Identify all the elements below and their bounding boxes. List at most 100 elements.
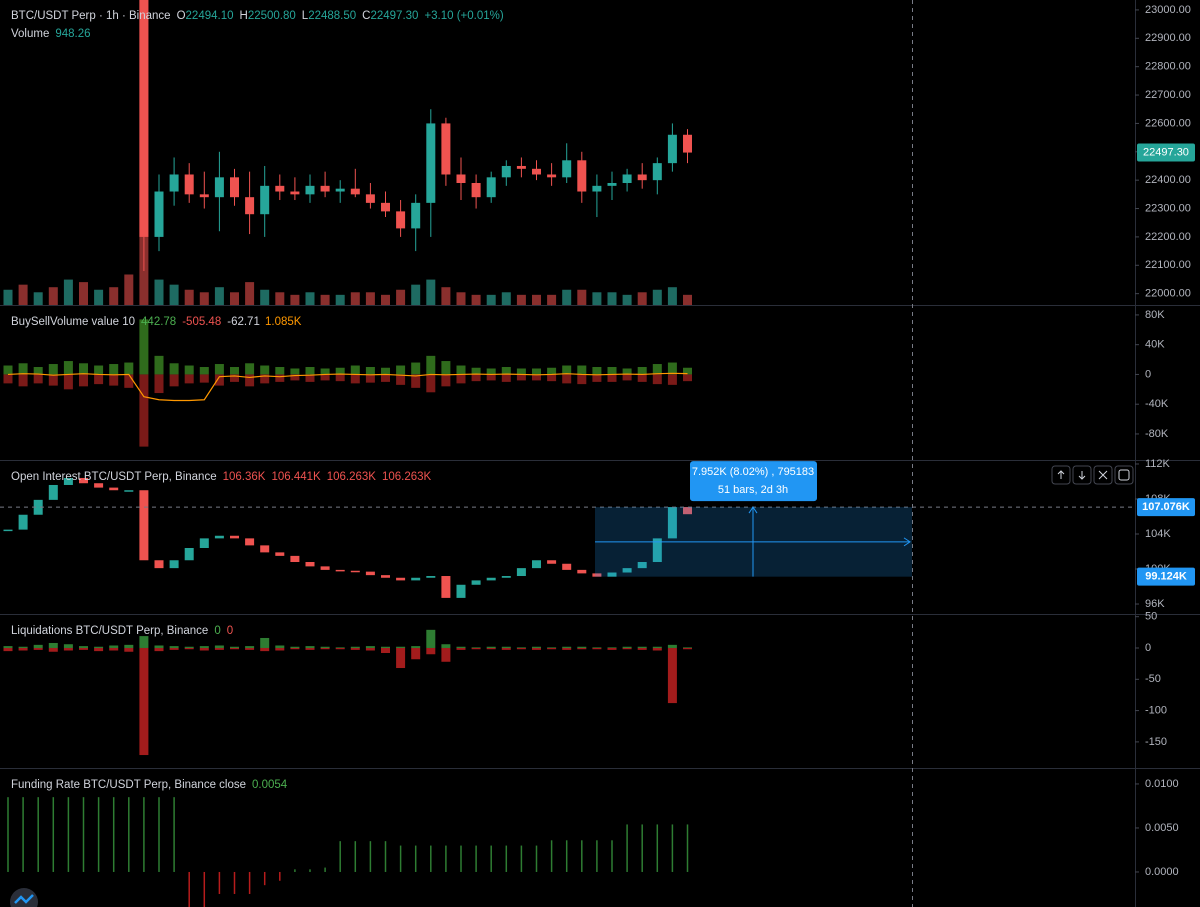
oi-candle xyxy=(139,490,149,561)
y-tick-label: -100 xyxy=(1145,704,1167,716)
volume-histogram-bar xyxy=(411,374,421,388)
candle-body xyxy=(441,123,451,175)
volume-histogram-bar xyxy=(320,374,330,381)
legend-value: 106.263K xyxy=(327,471,377,483)
liquidation-bar xyxy=(109,647,119,651)
volume-histogram-bar xyxy=(516,368,526,375)
oi-candle xyxy=(260,545,270,553)
candle-body xyxy=(305,185,315,195)
liquidation-bar xyxy=(199,647,209,651)
oi-candle xyxy=(683,507,692,515)
candle-body xyxy=(547,174,557,178)
volume-bar xyxy=(154,279,164,305)
liquidation-bar xyxy=(320,646,330,648)
candle-body xyxy=(230,177,239,198)
volume-histogram-bar xyxy=(33,367,43,375)
candle-body xyxy=(199,194,209,198)
volume-histogram-bar xyxy=(652,364,662,375)
legend-value: 442.78 xyxy=(141,316,176,328)
liquidation-bar xyxy=(365,646,375,648)
y-tick-label: 22900.00 xyxy=(1145,32,1191,44)
y-tick-label: 22600.00 xyxy=(1145,117,1191,129)
volume-bar xyxy=(63,279,73,305)
volume-bar xyxy=(184,289,194,305)
liquidation-bar xyxy=(245,646,255,648)
volume-bar xyxy=(456,292,466,305)
candle-body xyxy=(169,174,179,192)
candle-body xyxy=(652,163,662,181)
liquidation-bar xyxy=(214,645,224,648)
liquidation-bar xyxy=(622,647,632,650)
oi-candle xyxy=(667,507,677,539)
liquidation-bar xyxy=(305,646,315,648)
candle-body xyxy=(607,183,617,186)
liquidation-bar xyxy=(245,647,255,650)
oi-candle xyxy=(547,560,557,564)
y-tick-label: 0.0100 xyxy=(1145,778,1179,790)
volume-histogram-bar xyxy=(320,368,330,375)
candle-body xyxy=(275,185,285,192)
candle-body xyxy=(381,202,390,212)
y-tick-label: 112K xyxy=(1145,458,1171,470)
oi-candle xyxy=(230,535,239,539)
liquidation-bar xyxy=(426,647,436,655)
candle-body xyxy=(214,177,224,198)
oi-candle xyxy=(275,552,285,556)
icon xyxy=(1078,471,1086,480)
volume-bar xyxy=(79,282,88,305)
volume-histogram-bar xyxy=(139,374,149,447)
measure-label: 7.952K (8.02%) , 795183 xyxy=(692,466,814,478)
liquidation-bar xyxy=(547,647,557,648)
legend-value: +3.10 (+0.01%) xyxy=(424,10,503,22)
y-tick-label: 0.0000 xyxy=(1145,866,1179,878)
liquidation-bar xyxy=(652,647,662,651)
oi-candle xyxy=(94,483,104,488)
y-tick-label: 22100.00 xyxy=(1145,259,1191,271)
volume-bar xyxy=(109,287,119,305)
candle-body xyxy=(562,160,572,178)
liquidation-bar xyxy=(622,646,632,648)
volume-bar xyxy=(381,294,390,305)
volume-bar xyxy=(275,292,285,305)
volume-bar xyxy=(411,284,421,305)
liquidation-bar xyxy=(79,647,88,650)
logo[interactable] xyxy=(10,888,38,907)
legend-value: 0.0054 xyxy=(252,779,288,791)
liquidation-bar xyxy=(63,647,73,651)
volume-bar xyxy=(667,287,677,305)
liquidation-bar xyxy=(396,647,406,669)
volume-bar xyxy=(607,292,617,305)
oi-candle xyxy=(109,487,119,491)
volume-bar xyxy=(320,294,330,305)
oi-candle xyxy=(245,538,255,546)
volume-histogram-bar xyxy=(335,367,345,375)
liquidation-bar xyxy=(441,644,451,648)
liquidation-bar xyxy=(260,647,270,652)
volume-histogram-bar xyxy=(169,374,179,387)
volume-histogram-bar xyxy=(184,365,194,375)
oi-candle xyxy=(381,575,390,578)
maximize-button[interactable] xyxy=(1114,465,1134,485)
volume-histogram-bar xyxy=(486,374,496,381)
volume-histogram-bar xyxy=(471,367,481,375)
volume-histogram-bar xyxy=(592,367,602,375)
liquidation-bar xyxy=(516,647,526,650)
volume-histogram-bar xyxy=(335,374,345,382)
candle-body xyxy=(456,174,466,183)
pane-title: BTC/USDT Perp · 1h · Binance xyxy=(11,10,171,22)
candle-body xyxy=(426,123,436,203)
volume-bar xyxy=(335,294,345,305)
liquidation-bar xyxy=(683,647,692,648)
liquidation-bar xyxy=(532,646,541,648)
oi-candle xyxy=(154,560,164,569)
liquidation-bar xyxy=(683,647,692,650)
volume-histogram-bar xyxy=(124,362,134,375)
y-tick-label: 23000.00 xyxy=(1145,4,1191,16)
oi-candle xyxy=(426,576,436,578)
volume-histogram-bar xyxy=(577,374,587,385)
volume-histogram-bar xyxy=(577,365,587,375)
legend-key: C xyxy=(362,10,370,22)
liquidation-bar xyxy=(637,646,647,648)
liquidation-bar xyxy=(516,647,526,648)
liquidation-bar xyxy=(411,646,421,648)
